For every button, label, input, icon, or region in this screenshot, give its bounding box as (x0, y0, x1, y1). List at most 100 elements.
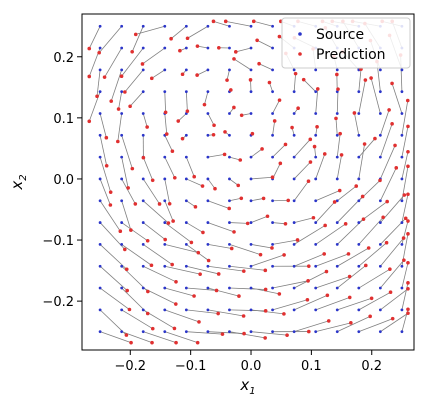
connector-line (272, 280, 309, 289)
connector-line (99, 265, 128, 291)
source-point (271, 330, 274, 334)
source-point (314, 112, 318, 115)
source-point (314, 264, 318, 268)
prediction-point (213, 186, 217, 191)
y-tick-label: 0.0 (53, 173, 74, 188)
connector-line (186, 222, 204, 233)
connector-line (142, 47, 166, 65)
prediction-point (263, 287, 268, 292)
connector-line (250, 176, 273, 180)
source-point (206, 177, 210, 181)
y-tick-label: 0.1 (53, 112, 74, 127)
y-axis-label: x2 (8, 174, 29, 190)
prediction-point (171, 219, 175, 223)
source-point (120, 221, 124, 224)
source-point (400, 286, 404, 290)
source-point (206, 264, 210, 268)
connector-line (315, 253, 349, 267)
prediction-point (201, 230, 205, 235)
source-point (249, 243, 253, 246)
connector-line (124, 69, 144, 93)
prediction-point (225, 78, 229, 82)
legend-prediction-label: Prediction (316, 47, 386, 63)
connector-line (207, 113, 215, 126)
prediction-point (286, 198, 291, 203)
prediction-point (176, 119, 181, 123)
source-point (228, 199, 231, 203)
y-tick-label: −0.2 (42, 295, 74, 310)
prediction-point (369, 76, 373, 80)
prediction-point (277, 98, 282, 102)
connector-line (293, 225, 326, 245)
connector-line (99, 200, 121, 232)
x-tick-label: −0.1 (175, 359, 207, 374)
source-point (120, 243, 124, 246)
prediction-point (127, 307, 132, 312)
source-point (206, 68, 210, 72)
prediction-point (197, 320, 201, 324)
source-point (163, 330, 167, 334)
source-point (120, 90, 124, 94)
prediction-point (290, 125, 294, 130)
prediction-point (170, 262, 174, 267)
source-point (206, 330, 210, 334)
source-point (206, 90, 210, 94)
prediction-point (334, 116, 338, 121)
connector-line (121, 309, 153, 330)
prediction-point (311, 215, 316, 220)
source-point (141, 330, 145, 334)
prediction-point (145, 311, 150, 316)
source-point (120, 286, 124, 290)
source-point (249, 199, 253, 203)
prediction-point (216, 311, 220, 316)
prediction-point (178, 48, 182, 53)
connector-line (253, 20, 273, 27)
prediction-point (157, 202, 162, 206)
source-point (98, 90, 102, 94)
connector-line (229, 265, 266, 271)
source-point (271, 155, 274, 159)
connector-line (186, 178, 203, 187)
prediction-point (405, 98, 410, 103)
connector-line (186, 200, 196, 208)
connector-line (358, 268, 391, 289)
x-axis-label: x1 (239, 376, 255, 397)
connector-line (164, 222, 192, 243)
prediction-point (200, 184, 205, 188)
connector-line (213, 20, 230, 27)
connector-line (117, 113, 123, 142)
prediction-point (315, 87, 320, 91)
source-point (378, 308, 382, 312)
prediction-point (180, 72, 185, 77)
source-point (98, 286, 102, 290)
prediction-point (133, 32, 138, 37)
source-point (357, 264, 361, 268)
source-point (314, 199, 318, 203)
source-point (98, 243, 102, 246)
connector-line (335, 118, 338, 136)
prediction-point (401, 236, 406, 240)
source-point (400, 264, 404, 268)
prediction-point (223, 130, 227, 134)
prediction-point (124, 267, 129, 272)
source-point (378, 286, 382, 290)
prediction-point (360, 194, 365, 199)
prediction-point (180, 136, 185, 141)
connector-line (315, 153, 326, 180)
prediction-point (172, 326, 177, 331)
source-point (141, 221, 145, 224)
connector-line (143, 265, 177, 283)
source-point (206, 133, 210, 137)
prediction-point (368, 314, 372, 319)
source-point (400, 90, 404, 94)
prediction-point (393, 143, 397, 148)
source-point (314, 90, 318, 94)
connector-line (99, 178, 111, 206)
source-point (120, 133, 124, 137)
source-point (141, 46, 145, 50)
prediction-point (222, 152, 227, 157)
prediction-point (403, 216, 408, 221)
source-point (98, 112, 102, 115)
prediction-point (198, 272, 202, 276)
